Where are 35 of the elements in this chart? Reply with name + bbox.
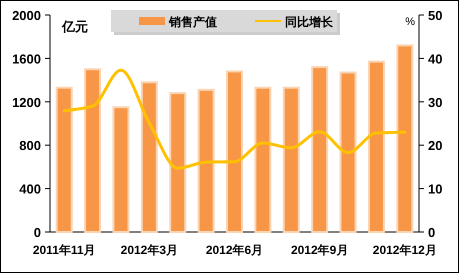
- bar: [226, 70, 243, 233]
- x-tick-label: 2011年11月: [32, 243, 96, 257]
- x-tick-label: 2012年12月: [372, 243, 437, 257]
- legend-label: 同比增长: [285, 15, 334, 29]
- bar: [112, 106, 130, 233]
- bar: [368, 60, 385, 233]
- bar: [396, 44, 414, 233]
- bar: [340, 72, 357, 233]
- bar: [84, 68, 102, 233]
- bar: [311, 66, 328, 233]
- y-axis-title: 亿元: [61, 19, 88, 34]
- y-tick-label: 800: [19, 138, 41, 154]
- y2-axis-title: %: [405, 16, 416, 28]
- bar: [198, 88, 215, 233]
- bar: [282, 86, 300, 233]
- y-tick-label: 400: [19, 182, 41, 197]
- y2-tick-label: 40: [428, 51, 442, 66]
- x-tick-label: 2012年9月: [290, 243, 348, 257]
- y2-tick-label: 0: [428, 225, 436, 240]
- bar: [140, 81, 158, 233]
- y2-tick-label: 30: [428, 94, 442, 110]
- y2-tick-label: 10: [428, 182, 442, 197]
- y2-tick-label: 50: [428, 8, 442, 23]
- y-tick-label: 1600: [12, 51, 41, 66]
- x-tick-label: 2012年3月: [120, 243, 178, 257]
- y2-tick-label: 20: [428, 138, 442, 154]
- bar: [56, 86, 73, 233]
- x-tick-label: 2012年6月: [206, 243, 264, 257]
- legend-label: 销售产值: [168, 15, 217, 29]
- y-tick-label: 2000: [12, 8, 41, 23]
- y-tick-label: 0: [34, 225, 41, 240]
- bar: [254, 86, 272, 233]
- line-series: [62, 68, 406, 170]
- y-tick-label: 1200: [12, 94, 41, 110]
- bar: [169, 92, 186, 233]
